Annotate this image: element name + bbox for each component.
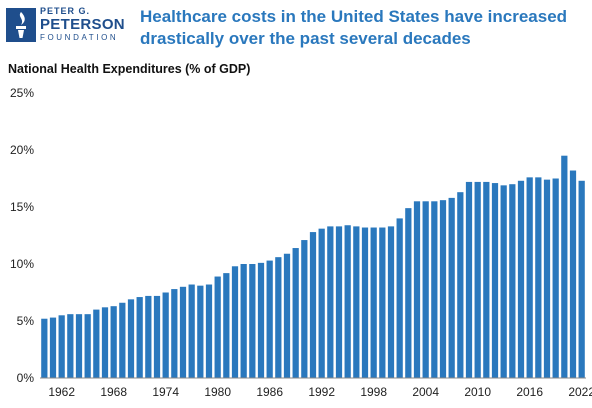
bar-1983 (240, 264, 247, 378)
bar-2005 (431, 201, 438, 378)
y-tick-label: 0% (17, 371, 35, 385)
bar-2013 (500, 185, 507, 378)
bar-1994 (335, 226, 343, 378)
bar-1985 (257, 262, 265, 378)
bar-1990 (301, 240, 308, 378)
bar-1993 (327, 226, 334, 378)
y-tick-label: 15% (10, 200, 34, 214)
peterson-foundation-logo[interactable]: PETER G. PETERSON FOUNDATION (6, 6, 128, 46)
logo-line-3: FOUNDATION (40, 33, 119, 42)
bar-2022 (578, 180, 585, 378)
bar-1975 (171, 289, 178, 378)
logo-line-1: PETER G. (40, 6, 91, 16)
bar-1986 (266, 260, 273, 378)
x-tick-label: 1992 (308, 385, 335, 399)
y-tick-label: 25% (10, 86, 34, 100)
bar-1969 (119, 302, 126, 378)
bar-1977 (188, 284, 195, 378)
bar-2001 (396, 218, 403, 378)
y-tick-label: 10% (10, 257, 34, 271)
bar-1973 (153, 295, 161, 378)
bar-2018 (543, 179, 551, 378)
x-tick-label: 1974 (152, 385, 179, 399)
bar-2000 (387, 226, 395, 378)
bar-1982 (231, 266, 239, 378)
bar-1960 (41, 318, 48, 378)
bar-1981 (223, 273, 230, 378)
bar-1974 (162, 292, 169, 378)
logo-wordmark: PETER G. PETERSON FOUNDATION (40, 6, 125, 43)
x-tick-label: 1998 (360, 385, 387, 399)
bar-1996 (353, 226, 360, 378)
bar-1984 (249, 264, 256, 378)
bar-2011 (483, 181, 490, 378)
logo-line-2: PETERSON (40, 16, 125, 33)
bar-2010 (474, 181, 481, 378)
chart-headline: Healthcare costs in the United States ha… (140, 7, 568, 48)
y-tick-label: 20% (10, 143, 34, 157)
bar-2021 (569, 170, 577, 378)
bar-2003 (413, 201, 421, 378)
bar-1963 (67, 314, 74, 378)
bar-1989 (292, 248, 299, 378)
bar-2015 (517, 180, 525, 378)
header: PETER G. PETERSON FOUNDATION Healthcare … (0, 0, 592, 52)
y-axis-title: National Health Expenditures (% of GDP) (8, 62, 251, 76)
bar-1997 (361, 227, 369, 378)
y-tick-label: 5% (17, 314, 35, 328)
bar-1992 (318, 228, 325, 378)
x-tick-label: 2022 (568, 385, 592, 399)
x-tick-label: 2010 (464, 385, 491, 399)
bar-1988 (283, 253, 291, 378)
bar-1967 (101, 307, 109, 378)
bar-2007 (448, 197, 455, 378)
bar-2017 (535, 177, 542, 378)
bar-2006 (439, 200, 447, 378)
x-tick-label: 1986 (256, 385, 283, 399)
bar-1961 (49, 317, 57, 378)
bar-1966 (93, 309, 100, 378)
bar-2009 (465, 181, 473, 378)
bar-2019 (552, 178, 559, 378)
torch-logo-icon (6, 8, 36, 42)
bar-2020 (561, 155, 568, 378)
bar-1971 (136, 297, 143, 378)
bar-1964 (75, 314, 83, 378)
bar-1987 (275, 257, 282, 378)
bar-2008 (457, 192, 464, 378)
x-tick-label: 1962 (48, 385, 75, 399)
bar-1999 (379, 227, 386, 378)
bar-2012 (491, 183, 499, 378)
bar-2014 (509, 184, 516, 378)
bar-1970 (127, 299, 135, 378)
x-tick-label: 2004 (412, 385, 439, 399)
bar-1980 (214, 276, 221, 378)
x-tick-label: 2016 (516, 385, 543, 399)
bar-1968 (110, 306, 117, 378)
bar-1991 (309, 232, 317, 378)
x-tick-label: 1968 (100, 385, 127, 399)
bar-2016 (526, 177, 533, 378)
x-tick-label: 1980 (204, 385, 231, 399)
bar-1979 (205, 284, 213, 378)
bar-1978 (197, 285, 204, 378)
bar-1998 (370, 227, 377, 378)
bar-1965 (84, 314, 91, 378)
bar-1976 (179, 286, 187, 378)
bar-2002 (405, 208, 412, 378)
bar-1972 (145, 295, 152, 378)
bar-2004 (422, 201, 429, 378)
bar-1962 (58, 315, 65, 378)
bar-1995 (344, 225, 351, 378)
